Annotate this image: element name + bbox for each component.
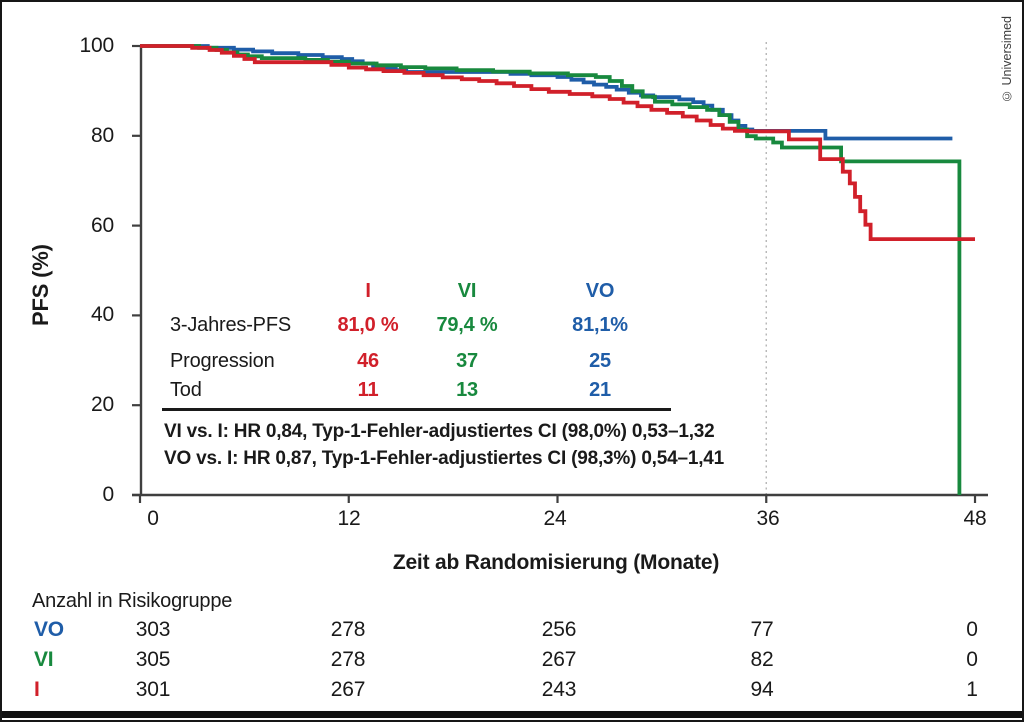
risk-count: 305 xyxy=(135,648,171,671)
stats-col-header-vi: VI xyxy=(457,280,477,302)
stats-value: 81,1% xyxy=(572,314,628,336)
risk-count: 243 xyxy=(541,678,577,701)
y-tick-label: 80 xyxy=(91,123,114,147)
risk-count: 278 xyxy=(330,648,366,671)
risk-count: 278 xyxy=(330,618,366,641)
risk-count: 301 xyxy=(135,678,171,701)
risk-count: 0 xyxy=(966,618,978,641)
x-tick-label: 24 xyxy=(543,507,567,530)
km-curve-I xyxy=(140,44,975,241)
risk-group-label-vo: VO xyxy=(34,618,64,641)
y-tick-label: 60 xyxy=(91,213,114,237)
risk-group-label-i: I xyxy=(34,678,40,701)
stats-col-header-i: I xyxy=(365,280,371,302)
stats-value: 81,0 % xyxy=(337,314,399,336)
hr-footnote-vo-vs-i: VO vs. I: HR 0,87, Typ-1-Fehler-adjustie… xyxy=(164,448,725,469)
x-axis-title: Zeit ab Randomisierung (Monate) xyxy=(392,551,720,574)
risk-count: 267 xyxy=(330,678,366,701)
x-tick-label: 12 xyxy=(337,507,361,530)
risk-count: 303 xyxy=(135,618,171,641)
stats-row-label-tod: Tod xyxy=(170,379,202,401)
y-tick-label: 40 xyxy=(91,303,114,327)
risk-group-label-vi: VI xyxy=(34,648,54,671)
risk-count: 77 xyxy=(750,618,774,641)
y-tick-label: 100 xyxy=(79,34,115,57)
stats-row-label-3-jahres-pfs: 3-Jahres-PFS xyxy=(170,314,291,336)
km-curve-VO xyxy=(140,44,953,141)
x-tick-label: 36 xyxy=(756,507,780,530)
risk-count: 82 xyxy=(750,648,774,671)
risk-count: 0 xyxy=(966,648,978,671)
stats-row-label-progression: Progression xyxy=(170,350,275,372)
stats-value: 79,4 % xyxy=(436,314,498,336)
risk-count: 267 xyxy=(541,648,577,671)
risk-count: 1 xyxy=(966,678,978,701)
bottom-bar xyxy=(2,711,1022,718)
x-tick-label: 48 xyxy=(963,507,987,530)
x-tick-label: 0 xyxy=(147,507,159,530)
risk-table-title: Anzahl in Risikogruppe xyxy=(32,590,233,612)
copyright-label: © Universimed xyxy=(1000,16,1014,103)
stats-value: 46 xyxy=(357,350,379,372)
y-tick-label: 20 xyxy=(91,393,114,417)
risk-count: 256 xyxy=(541,618,577,641)
stats-value: 11 xyxy=(357,379,379,401)
stats-table-divider xyxy=(162,408,671,411)
y-tick-label: 0 xyxy=(102,483,115,506)
hr-footnote-vi-vs-i: VI vs. I: HR 0,84, Typ-1-Fehler-adjustie… xyxy=(164,421,715,442)
stats-value: 21 xyxy=(589,379,611,401)
stats-value: 25 xyxy=(589,350,611,372)
stats-value: 13 xyxy=(456,379,478,401)
stats-value: 37 xyxy=(456,350,478,372)
risk-count: 94 xyxy=(750,678,774,701)
stats-col-header-vo: VO xyxy=(585,280,615,302)
